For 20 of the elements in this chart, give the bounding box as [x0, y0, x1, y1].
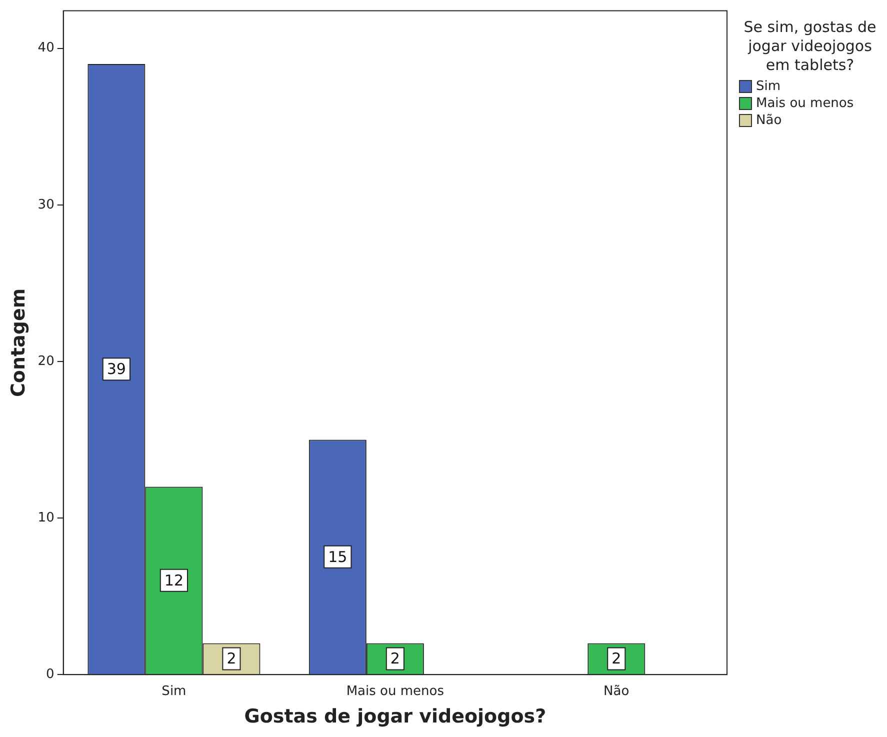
data-label: 15	[328, 548, 348, 566]
legend-title: Se sim, gostas de jogar videojogos em tablets?	[742, 18, 878, 75]
legend-label: Mais ou menos	[756, 96, 854, 111]
y-tick-label: 20	[38, 354, 54, 369]
x-tick-label: Não	[604, 684, 630, 699]
data-label: 2	[612, 650, 622, 668]
y-axis-title: Contagem	[7, 288, 30, 398]
y-tick-label: 30	[38, 197, 54, 212]
legend-label: Sim	[756, 79, 781, 94]
data-label: 39	[106, 360, 126, 378]
data-label: 2	[390, 650, 400, 668]
y-tick-label: 40	[38, 40, 54, 56]
data-label: 12	[164, 571, 184, 590]
x-tick-label: Sim	[162, 684, 186, 699]
y-tick-label: 10	[38, 510, 54, 526]
y-tick-label: 0	[46, 666, 54, 682]
legend-label: Não	[756, 113, 782, 128]
x-axis-title: Gostas de jogar videojogos?	[244, 706, 546, 728]
x-tick-label: Mais ou menos	[346, 684, 444, 699]
data-label: 2	[226, 650, 236, 668]
